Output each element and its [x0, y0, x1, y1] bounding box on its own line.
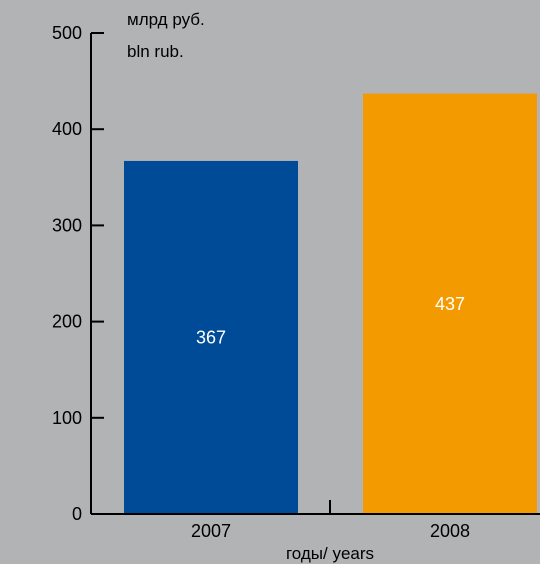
y-tick-label-0: 0 — [72, 504, 82, 524]
x-tick-label-2007: 2007 — [191, 521, 231, 541]
value-label-2008: 437 — [435, 294, 465, 314]
y-tick-label-200: 200 — [52, 312, 82, 332]
bar-2008 — [363, 93, 537, 514]
y-axis-unit-label-en: bln rub. — [127, 42, 184, 61]
bars-group — [124, 93, 537, 515]
y-ticks-group: 0 100 200 300 400 500 — [52, 23, 104, 524]
x-tick-label-2008: 2008 — [430, 521, 470, 541]
y-axis-unit-label-ru: млрд руб. — [127, 10, 205, 29]
x-tick-labels-group: 2007 2008 — [191, 521, 470, 541]
y-tick-label-500: 500 — [52, 23, 82, 43]
x-axis-title: годы/ years — [286, 544, 374, 563]
y-tick-label-300: 300 — [52, 215, 82, 235]
value-labels-group: 367 437 — [196, 294, 465, 348]
y-tick-label-400: 400 — [52, 119, 82, 139]
bar-2007 — [124, 160, 298, 515]
y-tick-label-100: 100 — [52, 408, 82, 428]
value-label-2007: 367 — [196, 327, 226, 347]
